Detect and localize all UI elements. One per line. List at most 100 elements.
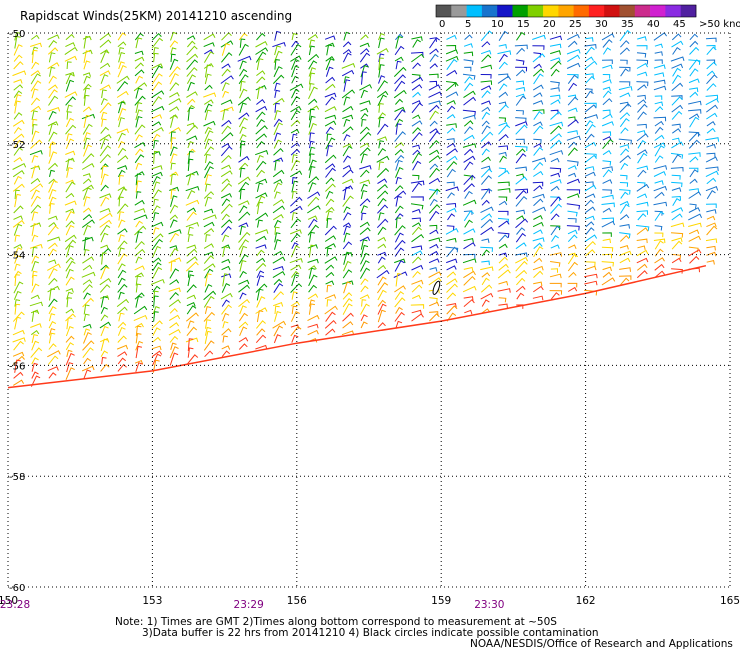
wind-barb: [411, 102, 424, 114]
wind-barb: [602, 113, 613, 120]
wind-barb: [135, 134, 143, 141]
wind-barb: [463, 51, 474, 57]
wind-barb: [688, 207, 701, 213]
wind-barb: [220, 170, 233, 178]
wind-barb: [239, 326, 248, 337]
wind-barb: [688, 113, 700, 120]
wind-barb: [291, 154, 298, 163]
wind-barb: [498, 124, 511, 135]
wind-barb: [168, 66, 181, 78]
wind-barb: [83, 224, 92, 236]
wind-barb: [377, 289, 387, 301]
wind-barb: [221, 63, 231, 69]
wind-barb: [463, 296, 474, 301]
wind-barb: [360, 285, 369, 293]
wind-barb: [429, 198, 438, 206]
wind-barb: [619, 232, 631, 239]
wind-barb: [134, 199, 145, 206]
wind-barb: [446, 225, 455, 231]
wind-barb: [238, 112, 250, 120]
wind-barb: [532, 68, 545, 77]
wind-barb: [670, 222, 685, 228]
wind-barb: [274, 310, 282, 322]
wind-barb: [549, 282, 562, 288]
wind-barb: [325, 271, 335, 278]
wind-barb: [239, 38, 246, 48]
wind-barb: [290, 119, 301, 127]
wind-barb: [429, 80, 438, 86]
wind-barb: [411, 217, 421, 223]
wind-barb: [186, 135, 198, 141]
wind-barb: [30, 73, 41, 85]
wind-barb: [654, 72, 665, 77]
wind-barb: [463, 90, 476, 99]
wind-barb: [290, 109, 301, 121]
wind-barb: [636, 201, 649, 207]
wind-barb: [31, 110, 38, 120]
wind-barb: [377, 178, 388, 185]
wind-barb: [429, 37, 440, 49]
wind-barb: [706, 215, 716, 221]
wind-barb: [326, 44, 333, 56]
wind-barb: [360, 89, 368, 99]
wind-barb: [274, 159, 281, 171]
wind-barb: [308, 86, 318, 100]
wind-barb: [515, 195, 528, 207]
wind-barb: [118, 47, 125, 55]
wind-barb: [14, 100, 21, 114]
wind-barb: [429, 167, 440, 178]
wind-barb: [568, 82, 577, 91]
wind-barb: [186, 207, 197, 213]
wind-barb: [289, 258, 303, 264]
wind-barb: [567, 229, 578, 235]
legend-label: >50 knots: [699, 19, 740, 30]
wind-barb: [620, 127, 629, 134]
wind-barb: [204, 130, 214, 143]
wind-barb: [291, 270, 300, 278]
wind-barb: [497, 269, 511, 279]
wind-barb: [66, 167, 73, 178]
wind-barb: [670, 232, 684, 238]
wind-barb: [48, 131, 58, 142]
wind-barb: [82, 323, 92, 329]
wind-barb: [274, 239, 282, 250]
wind-barb: [238, 298, 250, 307]
wind-barb: [412, 144, 421, 150]
wind-barb: [637, 103, 648, 113]
wind-barb: [205, 234, 211, 242]
wind-barb: [481, 175, 492, 185]
wind-barb: [706, 225, 718, 236]
wind-barb: [566, 62, 581, 69]
wind-barb: [238, 231, 251, 243]
wind-barb: [308, 218, 318, 228]
wind-barb: [394, 148, 404, 156]
wind-barb: [446, 127, 456, 134]
wind-barb: [273, 291, 284, 300]
wind-barb: [549, 273, 562, 279]
wind-barb: [533, 257, 543, 264]
wind-barb: [100, 111, 108, 120]
wind-barb: [532, 206, 546, 214]
wind-barb: [65, 79, 75, 92]
wind-barb: [48, 343, 57, 350]
wind-barb: [602, 136, 612, 141]
wind-barb: [654, 180, 664, 185]
wind-barb: [410, 196, 424, 201]
wind-barb: [636, 81, 649, 87]
wind-barb: [601, 217, 614, 223]
wind-barb: [133, 305, 148, 315]
wind-barb: [532, 45, 545, 50]
x-tick-label: 162: [576, 595, 596, 607]
wind-barb: [151, 238, 163, 250]
wind-barb: [516, 80, 525, 86]
wind-barb: [394, 297, 406, 308]
wind-barb: [221, 182, 233, 192]
legend-label: 20: [543, 19, 556, 30]
wind-barb: [187, 270, 193, 278]
wind-barb: [567, 74, 579, 79]
wind-barb: [360, 321, 368, 329]
wind-barb: [83, 196, 91, 207]
wind-barb: [378, 116, 385, 128]
wind-barb: [602, 47, 612, 55]
wind-barb: [307, 105, 320, 113]
